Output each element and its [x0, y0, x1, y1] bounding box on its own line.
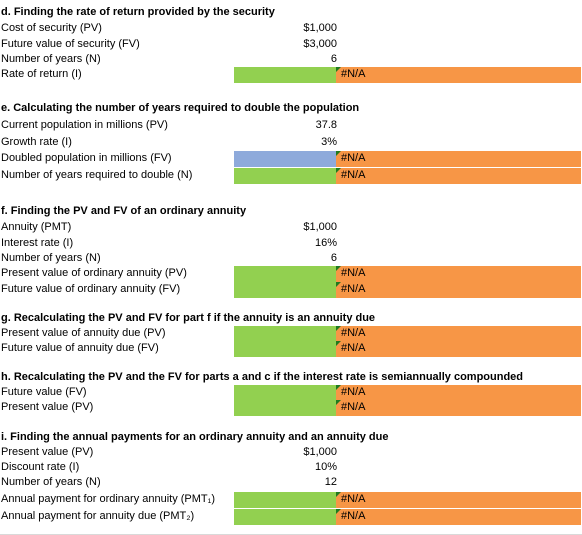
result-cell[interactable]: [336, 168, 581, 184]
input-cell[interactable]: [234, 282, 336, 298]
na-value: #N/A: [341, 281, 365, 298]
na-value: #N/A: [341, 167, 365, 184]
cell-row[interactable]: Annual payment for ordinary annuity (PMT…: [0, 491, 582, 508]
result-cell[interactable]: [336, 151, 581, 167]
result-cell[interactable]: [336, 492, 581, 508]
result-cell[interactable]: [336, 266, 581, 282]
cell-row[interactable]: Annuity (PMT) $1,000: [0, 219, 582, 236]
na-value: #N/A: [341, 150, 365, 167]
cell-row[interactable]: Number of years (N) 12: [0, 474, 582, 491]
na-value: #N/A: [341, 265, 365, 282]
input-cell[interactable]: [234, 492, 336, 508]
cell-row[interactable]: Rate of return (I) #N/A: [0, 66, 582, 83]
result-cell[interactable]: [336, 282, 581, 298]
result-cell[interactable]: [336, 509, 581, 525]
section-f-title: f. Finding the PV and FV of an ordinary …: [0, 203, 582, 220]
cell-row[interactable]: Growth rate (I) 3%: [0, 134, 582, 151]
input-cell[interactable]: [234, 400, 336, 416]
cell-row[interactable]: Annual payment for annuity due (PMT₂) #N…: [0, 508, 582, 525]
cell-row[interactable]: Future value of annuity due (FV) #N/A: [0, 340, 582, 357]
section-d-title: d. Finding the rate of return provided b…: [0, 4, 582, 21]
cell-row[interactable]: Present value (PV) #N/A: [0, 399, 582, 416]
input-cell[interactable]: [234, 151, 336, 167]
result-cell[interactable]: [336, 67, 581, 83]
na-value: #N/A: [341, 491, 365, 508]
input-cell[interactable]: [234, 266, 336, 282]
cell-row[interactable]: Present value of ordinary annuity (PV) #…: [0, 265, 582, 282]
input-cell[interactable]: [234, 67, 336, 83]
na-value: #N/A: [341, 508, 365, 525]
result-cell[interactable]: [336, 341, 581, 357]
cell-row[interactable]: Current population in millions (PV) 37.8: [0, 117, 582, 134]
result-cell[interactable]: [336, 400, 581, 416]
cell-row[interactable]: Future value of ordinary annuity (FV) #N…: [0, 281, 582, 298]
section-e-title: e. Calculating the number of years requi…: [0, 100, 582, 117]
cell-row[interactable]: Doubled population in millions (FV) #N/A: [0, 150, 582, 167]
cell-row[interactable]: Cost of security (PV) $1,000: [0, 20, 582, 37]
na-value: #N/A: [341, 399, 365, 416]
cell-row[interactable]: Number of years required to double (N) #…: [0, 167, 582, 184]
input-cell[interactable]: [234, 168, 336, 184]
input-cell[interactable]: [234, 509, 336, 525]
na-value: #N/A: [341, 66, 365, 83]
na-value: #N/A: [341, 340, 365, 357]
input-cell[interactable]: [234, 341, 336, 357]
